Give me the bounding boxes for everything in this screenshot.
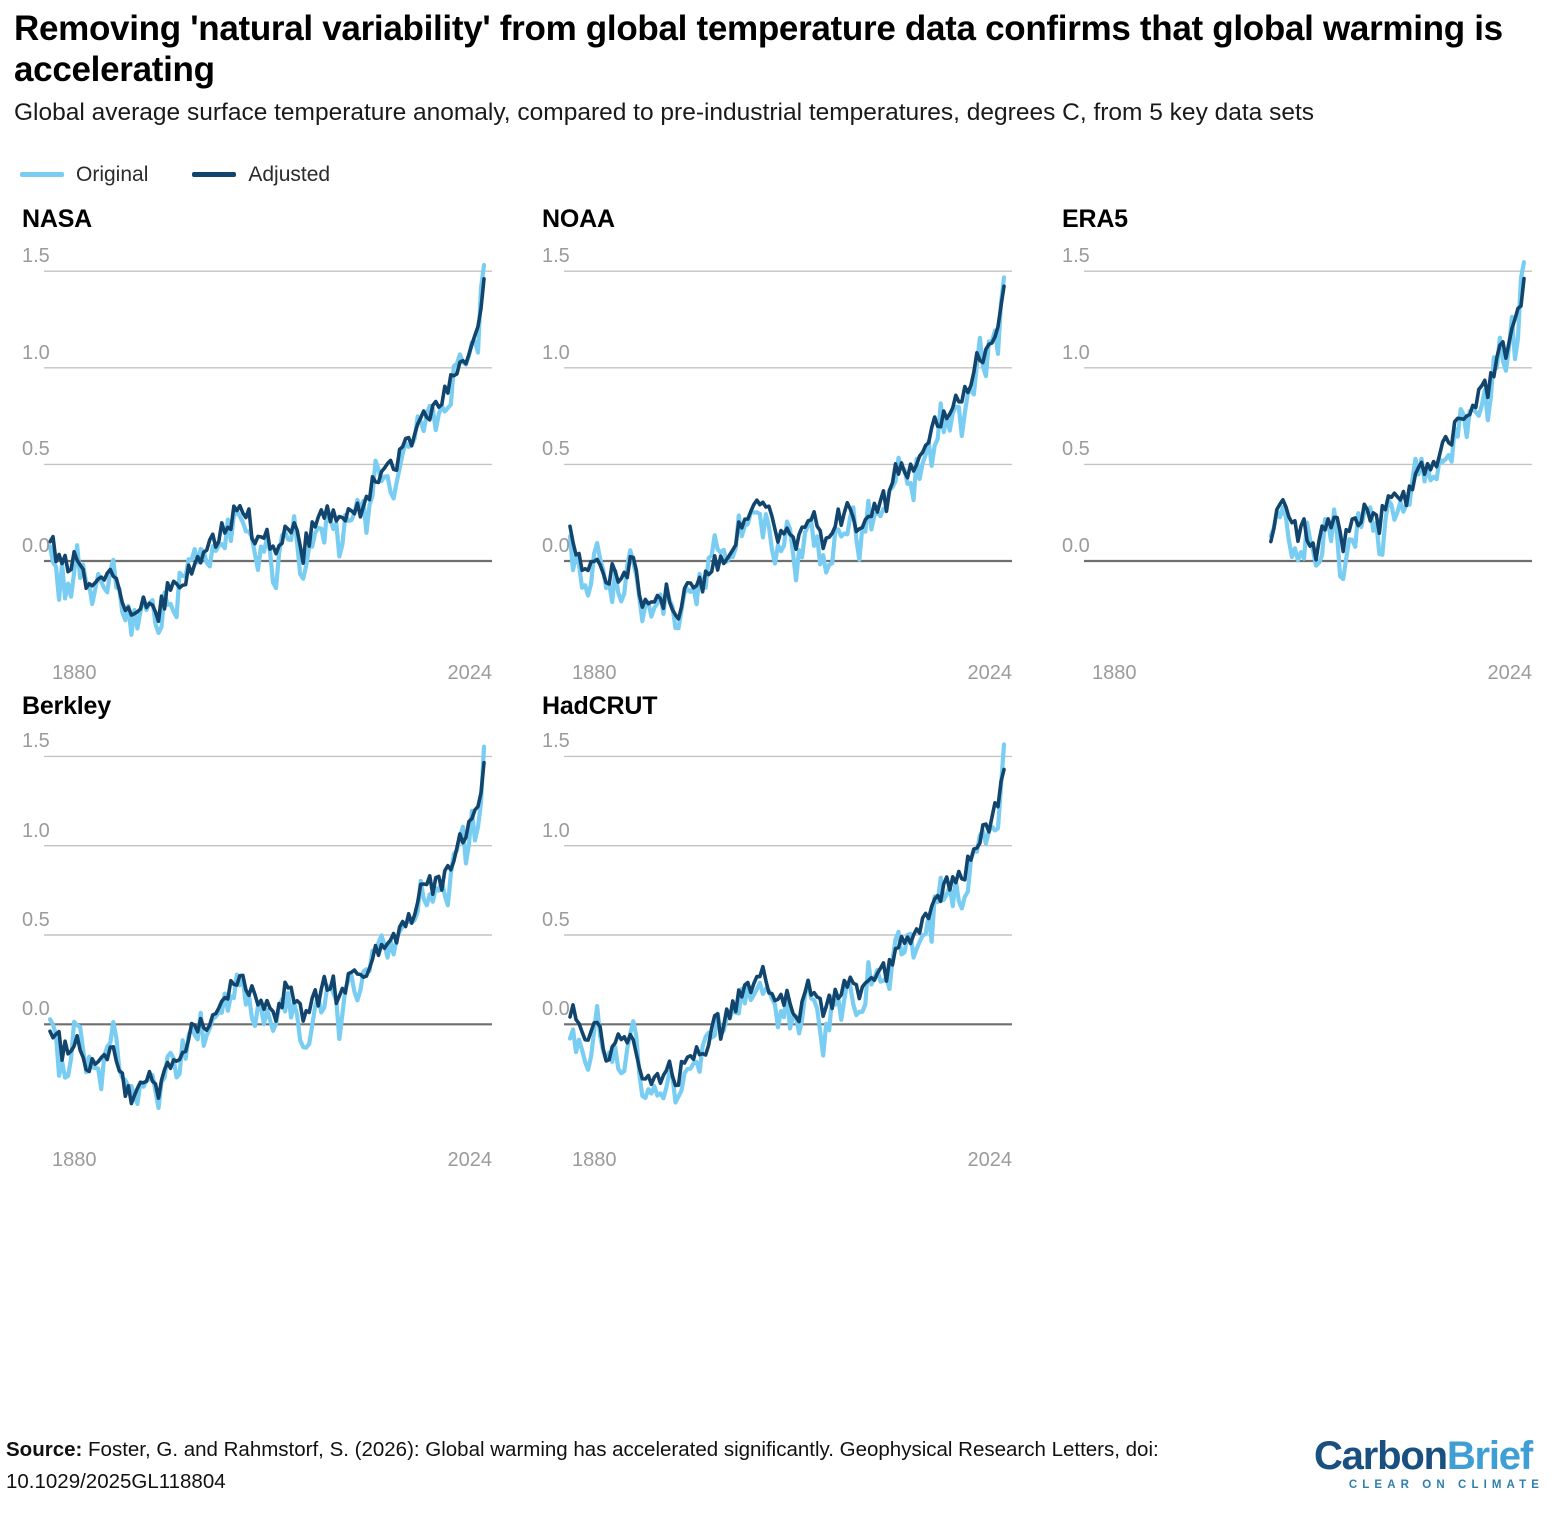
y-tick-1.0: 1.0 xyxy=(542,341,570,364)
panel-title-era5: ERA5 xyxy=(1062,204,1128,233)
y-tick-0.5: 0.5 xyxy=(542,908,570,931)
plot-area-era5: 0.0 0.5 1.0 1.5 xyxy=(1062,245,1532,648)
x-tick-start: 1880 xyxy=(1092,661,1137,684)
y-tick-0.0: 0.0 xyxy=(22,534,50,557)
x-tick-start: 1880 xyxy=(52,1148,97,1171)
x-tick-start: 1880 xyxy=(572,661,617,684)
y-tick-0.0: 0.0 xyxy=(1062,534,1090,557)
chart-legend: Original Adjusted xyxy=(20,163,1560,187)
series-line-adjusted xyxy=(568,284,1006,621)
panel-nasa: NASA 0.0 0.5 1.0 1.5 1880 2024 xyxy=(0,205,520,692)
logo-word-brief: Brief xyxy=(1446,1434,1533,1478)
chart-footer: Source: Foster, G. and Rahmstorf, S. (20… xyxy=(0,1412,1560,1530)
y-tick-0.5: 0.5 xyxy=(1062,438,1090,461)
chart-panels: NASA 0.0 0.5 1.0 1.5 1880 2024 NOAA 0.0 0.5 1.0 1.5… xyxy=(0,205,1560,1179)
legend-item-adjusted: Adjusted xyxy=(192,163,330,187)
y-tick-1.0: 1.0 xyxy=(22,341,50,364)
y-tick-0.0: 0.0 xyxy=(22,998,50,1021)
panel-title-hadcrut: HadCRUT xyxy=(542,691,658,720)
legend-item-original: Original xyxy=(20,163,148,187)
x-tick-end: 2024 xyxy=(967,661,1013,684)
plot-svg xyxy=(44,744,492,1111)
logo-word-carbon: Carbon xyxy=(1314,1434,1448,1478)
legend-swatch-adjusted xyxy=(192,172,237,178)
y-tick-0.5: 0.5 xyxy=(542,438,570,461)
legend-swatch-original xyxy=(20,172,64,178)
x-axis-hadcrut: 1880 2024 xyxy=(542,1135,1012,1179)
carbonbrief-logo: CarbonBrief CLEAR ON CLIMATE xyxy=(1314,1434,1546,1491)
y-tick-1.0: 1.0 xyxy=(22,819,50,842)
legend-label-adjusted: Adjusted xyxy=(248,162,331,186)
y-tick-0.5: 0.5 xyxy=(22,438,50,461)
y-tick-1.5: 1.5 xyxy=(22,730,50,753)
series-line-adjusted xyxy=(1269,276,1526,562)
y-tick-0.0: 0.0 xyxy=(542,998,570,1021)
plot-svg xyxy=(44,262,492,637)
x-tick-end: 2024 xyxy=(967,1148,1013,1171)
source-label: Source: xyxy=(6,1438,83,1461)
panel-hadcrut: HadCRUT 0.0 0.5 1.0 1.5 1880 2024 xyxy=(520,692,1040,1179)
plot-area-noaa: 0.0 0.5 1.0 1.5 xyxy=(542,245,1012,648)
logo-tagline: CLEAR ON CLIMATE xyxy=(1348,1479,1544,1491)
logo-wordmark: CarbonBrief xyxy=(1314,1436,1546,1476)
series-line-adjusted xyxy=(568,767,1006,1088)
x-tick-start: 1880 xyxy=(52,661,97,684)
source-note: Source: Foster, G. and Rahmstorf, S. (20… xyxy=(6,1434,1266,1498)
page-subtitle: Global average surface temperature anoma… xyxy=(14,98,1315,126)
y-tick-1.5: 1.5 xyxy=(542,245,570,268)
plot-area-berkley: 0.0 0.5 1.0 1.5 xyxy=(22,730,492,1135)
panel-era5: ERA5 0.0 0.5 1.0 1.5 1880 2024 xyxy=(1040,205,1560,692)
panel-title-nasa: NASA xyxy=(22,204,93,233)
y-tick-1.5: 1.5 xyxy=(542,730,570,753)
series-line-adjusted xyxy=(48,276,486,624)
panel-row-1: NASA 0.0 0.5 1.0 1.5 1880 2024 NOAA 0.0 0.5 1.0 1.5… xyxy=(0,205,1560,692)
plot-svg xyxy=(564,270,1012,631)
panel-title-noaa: NOAA xyxy=(542,204,615,233)
plot-area-hadcrut: 0.0 0.5 1.0 1.5 xyxy=(542,730,1012,1135)
y-tick-1.0: 1.0 xyxy=(542,819,570,842)
x-tick-end: 2024 xyxy=(447,1148,493,1171)
y-tick-1.0: 1.0 xyxy=(1062,341,1090,364)
x-axis-noaa: 1880 2024 xyxy=(542,648,1012,692)
source-text: Foster, G. and Rahmstorf, S. (2026): Glo… xyxy=(6,1438,1159,1493)
legend-label-original: Original xyxy=(76,162,149,186)
x-tick-start: 1880 xyxy=(572,1148,617,1171)
page-title: Removing 'natural variability' from glob… xyxy=(14,9,1503,90)
panel-noaa: NOAA 0.0 0.5 1.0 1.5 1880 2024 xyxy=(520,205,1040,692)
x-axis-berkley: 1880 2024 xyxy=(22,1135,492,1179)
chart-header: Removing 'natural variability' from glob… xyxy=(0,0,1560,129)
x-axis-era5: 1880 2024 xyxy=(1062,648,1532,692)
x-tick-end: 2024 xyxy=(1487,661,1533,684)
panel-berkley: Berkley 0.0 0.5 1.0 1.5 1880 2024 xyxy=(0,692,520,1179)
panel-title-berkley: Berkley xyxy=(22,691,111,720)
plot-svg xyxy=(564,742,1012,1105)
x-tick-end: 2024 xyxy=(447,661,493,684)
x-axis-nasa: 1880 2024 xyxy=(22,648,492,692)
series-line-original xyxy=(567,275,1007,631)
panel-row-2: Berkley 0.0 0.5 1.0 1.5 1880 2024 HadCRUT 0.0 0.5… xyxy=(0,692,1560,1179)
y-tick-1.5: 1.5 xyxy=(22,245,50,268)
y-tick-1.5: 1.5 xyxy=(1062,245,1090,268)
y-tick-0.0: 0.0 xyxy=(542,534,570,557)
plot-svg xyxy=(1084,259,1532,582)
plot-area-nasa: 0.0 0.5 1.0 1.5 xyxy=(22,245,492,648)
y-tick-0.5: 0.5 xyxy=(22,908,50,931)
series-line-adjusted xyxy=(48,760,486,1106)
series-line-original xyxy=(1268,259,1527,582)
